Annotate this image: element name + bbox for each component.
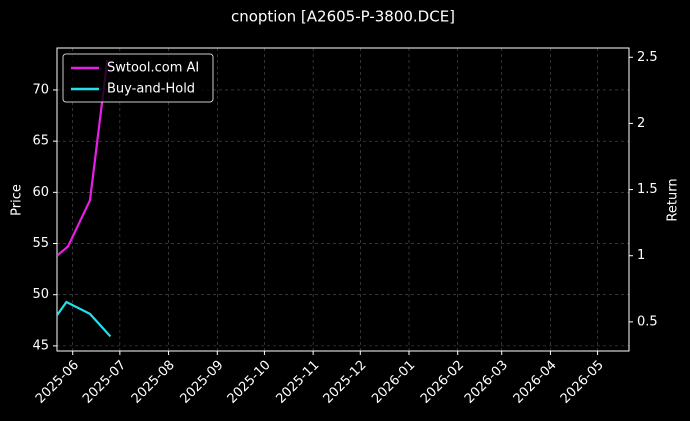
y-tick-label: 70	[32, 82, 49, 97]
y-tick-label: 50	[32, 287, 49, 302]
y2-tick-label: 1	[637, 248, 645, 263]
plot-frame	[56, 47, 630, 352]
y2-tick-label: 2.5	[637, 50, 658, 65]
y2-tick-label: 2	[637, 116, 645, 131]
line-series	[57, 59, 109, 257]
y-tick-label: 55	[32, 236, 49, 251]
y-tick-label: 45	[32, 338, 49, 353]
y2-axis-label: Return	[666, 178, 681, 221]
line-series	[57, 300, 112, 338]
legend-label: Buy-and-Hold	[107, 82, 195, 97]
y2-tick-label: 1.5	[637, 182, 658, 197]
y-tick-label: 65	[32, 134, 49, 149]
y-tick-label: 60	[32, 185, 49, 200]
y2-tick-label: 0.5	[637, 314, 658, 329]
chart-title: cnoption [A2605-P-3800.DCE]	[231, 8, 455, 26]
legend-label: Swtool.com AI	[107, 61, 199, 76]
legend-box	[62, 53, 214, 103]
plot-area	[57, 59, 112, 338]
y-axis-label: Price	[10, 184, 25, 216]
